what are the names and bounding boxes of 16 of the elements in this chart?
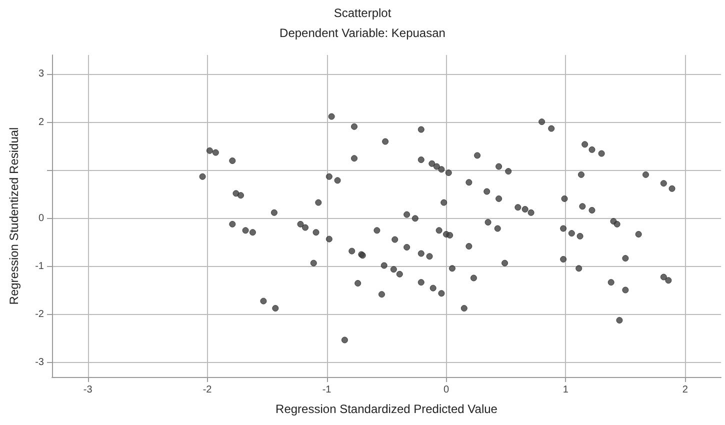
y-axis-title: Regression Studentized Residual	[7, 127, 21, 305]
x-tick-label: -3	[83, 384, 93, 396]
y-tick-label: 0	[38, 212, 44, 224]
y-tick-label: -3	[35, 357, 44, 368]
chart-title: Scatterplot	[334, 6, 392, 20]
x-tick-label: 2	[682, 384, 688, 396]
y-tick-label: -1	[35, 260, 44, 272]
y-tick-label: 2	[38, 116, 44, 128]
x-axis-title: Regression Standardized Predicted Value	[276, 402, 498, 416]
y-tick-label: 3	[38, 68, 44, 80]
x-tick-label: -1	[322, 384, 332, 396]
x-tick-label: 1	[562, 384, 569, 396]
y-tick-label: -2	[35, 309, 44, 320]
x-tick-label: -2	[202, 384, 212, 396]
x-tick-label: 0	[443, 384, 450, 396]
chart-subtitle: Dependent Variable: Kepuasan	[280, 26, 446, 40]
